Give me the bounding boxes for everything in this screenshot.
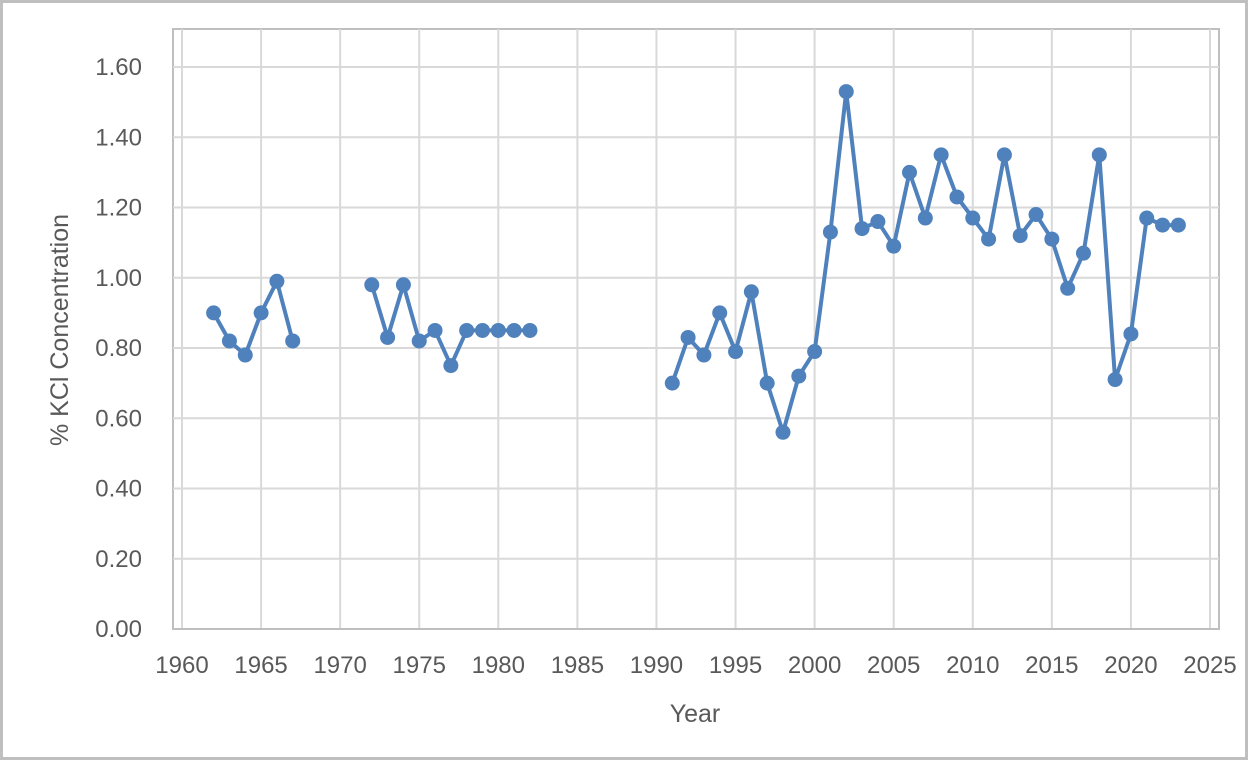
data-point-marker xyxy=(380,329,396,345)
x-tick-label: 2025 xyxy=(1183,652,1236,679)
data-point-marker xyxy=(886,238,902,254)
data-series xyxy=(206,84,1186,440)
data-point-marker xyxy=(364,277,380,293)
data-point-marker xyxy=(206,305,222,321)
y-tick-label: 0.40 xyxy=(95,476,142,503)
x-tick-label: 1980 xyxy=(472,652,525,679)
data-point-marker xyxy=(395,277,411,293)
data-point-marker xyxy=(522,322,538,338)
data-point-marker xyxy=(728,344,744,360)
data-point-marker xyxy=(870,214,886,230)
data-point-marker xyxy=(680,329,696,345)
y-tick-label: 1.20 xyxy=(95,195,142,222)
y-tick-label: 0.80 xyxy=(95,335,142,362)
data-point-marker xyxy=(1028,207,1044,223)
data-point-marker xyxy=(427,322,443,338)
data-point-marker xyxy=(1012,228,1028,244)
x-tick-label: 1990 xyxy=(630,652,683,679)
x-tick-label: 1975 xyxy=(393,652,446,679)
data-point-marker xyxy=(474,322,490,338)
data-point-marker xyxy=(902,164,918,180)
data-point-marker xyxy=(506,322,522,338)
data-point-marker xyxy=(1139,210,1155,226)
x-tick-label: 1965 xyxy=(234,652,287,679)
y-axis-title: % KCl Concentration xyxy=(46,214,74,446)
data-point-marker xyxy=(285,333,301,349)
x-tick-label: 2010 xyxy=(946,652,999,679)
data-point-marker xyxy=(1107,372,1123,388)
data-point-marker xyxy=(221,333,237,349)
data-point-marker xyxy=(791,368,807,384)
x-axis-title: Year xyxy=(670,700,721,728)
x-tick-label: 2015 xyxy=(1025,652,1078,679)
data-point-marker xyxy=(411,333,427,349)
data-point-marker xyxy=(1123,326,1139,342)
data-point-marker xyxy=(854,221,870,237)
data-point-marker xyxy=(965,210,981,226)
x-tick-label: 1995 xyxy=(709,652,762,679)
data-point-marker xyxy=(838,84,854,100)
x-tick-label: 2000 xyxy=(788,652,841,679)
plot-area-border xyxy=(172,28,1220,630)
y-tick-label: 1.00 xyxy=(95,265,142,292)
data-point-marker xyxy=(1091,147,1107,163)
x-tick-label: 1960 xyxy=(155,652,208,679)
data-point-marker xyxy=(759,375,775,391)
data-point-marker xyxy=(917,210,933,226)
gridlines xyxy=(173,29,1219,630)
x-tick-label: 1970 xyxy=(313,652,366,679)
data-point-marker xyxy=(1155,217,1171,233)
data-point-marker xyxy=(664,375,680,391)
data-point-marker xyxy=(1075,245,1091,261)
data-point-marker xyxy=(459,322,475,338)
x-tick-label: 2005 xyxy=(867,652,920,679)
data-point-marker xyxy=(981,231,997,247)
data-point-marker xyxy=(253,305,269,321)
data-point-marker xyxy=(237,347,253,363)
x-tick-label: 2020 xyxy=(1104,652,1157,679)
y-tick-label: 1.60 xyxy=(95,54,142,81)
y-tick-label: 0.00 xyxy=(95,616,142,643)
data-point-marker xyxy=(933,147,949,163)
data-point-marker xyxy=(996,147,1012,163)
y-tick-label: 1.40 xyxy=(95,124,142,151)
data-point-marker xyxy=(775,424,791,440)
plot-area xyxy=(172,28,1220,630)
data-point-marker xyxy=(807,344,823,360)
y-tick-label: 0.20 xyxy=(95,546,142,573)
data-point-marker xyxy=(1170,217,1186,233)
data-point-marker xyxy=(443,358,459,374)
data-point-marker xyxy=(822,224,838,240)
x-axis-ticks: 1960 1965 1970 1975 1980 1985 1990 1995 2000 2005… xyxy=(155,652,1236,679)
y-tick-label: 0.60 xyxy=(95,405,142,432)
data-point-marker xyxy=(269,273,285,289)
data-point-marker xyxy=(490,322,506,338)
data-point-marker xyxy=(949,189,965,205)
data-point-marker xyxy=(1060,280,1076,296)
data-point-marker xyxy=(743,284,759,300)
data-point-marker xyxy=(1044,231,1060,247)
data-point-marker xyxy=(696,347,712,363)
x-tick-label: 1985 xyxy=(551,652,604,679)
data-point-marker xyxy=(712,305,728,321)
y-axis-ticks: 0.00 0.20 0.40 0.60 0.80 1.00 1.20 1.40 1.60 xyxy=(95,54,142,643)
